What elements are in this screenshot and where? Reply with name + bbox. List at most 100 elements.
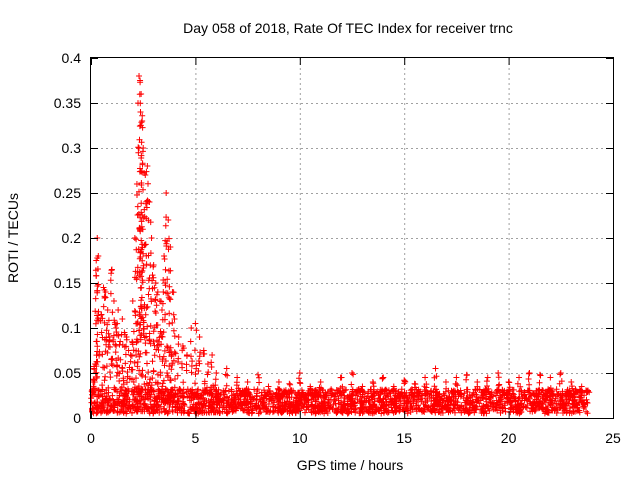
data-point: [165, 217, 172, 223]
data-point: [204, 361, 211, 367]
data-point-cluster: [89, 383, 97, 395]
data-point: [192, 320, 199, 327]
data-point: [495, 370, 502, 376]
data-point: [138, 91, 145, 97]
data-point-cluster: [105, 337, 114, 381]
data-point: [255, 371, 262, 378]
data-point: [133, 181, 140, 187]
data-point-cluster: [359, 387, 366, 396]
data-point: [196, 334, 203, 340]
data-point-cluster: [168, 289, 177, 373]
data-point: [144, 163, 151, 169]
data-point: [154, 289, 161, 295]
data-point: [171, 316, 178, 322]
data-point: [286, 380, 293, 387]
data-point-cluster: [483, 378, 492, 392]
data-point: [432, 365, 439, 372]
data-point: [223, 365, 230, 372]
x-axis-label: GPS time / hours: [297, 457, 404, 473]
data-point: [275, 379, 282, 385]
data-point: [265, 383, 272, 390]
data-point-cluster: [506, 379, 513, 391]
data-point-cluster: [316, 384, 325, 392]
data-point: [557, 370, 564, 376]
chart-title: Day 058 of 2018, Rate Of TEC Index for r…: [183, 20, 513, 36]
data-point-cluster: [584, 389, 593, 396]
y-tick-label: 0.35: [54, 95, 81, 111]
data-point: [547, 374, 554, 381]
x-tick-label: 15: [396, 430, 412, 446]
data-point: [136, 73, 143, 79]
data-point-cluster: [421, 381, 430, 391]
data-point-cluster: [370, 380, 377, 390]
data-point: [296, 370, 303, 376]
data-point-cluster: [212, 376, 220, 395]
data-point-cluster: [348, 371, 357, 393]
data-point-cluster: [442, 385, 450, 395]
data-point: [167, 244, 174, 250]
data-point: [244, 379, 251, 385]
data-point: [140, 145, 147, 151]
data-point: [484, 374, 491, 381]
data-point-cluster: [195, 349, 204, 374]
data-point: [578, 383, 585, 390]
data-point-cluster: [200, 350, 208, 395]
data-point-cluster: [274, 385, 282, 393]
baseline-points: [88, 386, 591, 417]
data-point: [317, 379, 324, 385]
data-point-cluster: [233, 379, 242, 392]
data-point-cluster: [145, 219, 154, 393]
data-point-cluster: [379, 374, 386, 394]
data-point: [142, 172, 149, 178]
y-tick-label: 0.3: [62, 140, 82, 156]
data-point: [131, 235, 138, 241]
data-point: [453, 374, 460, 381]
data-point-cluster: [107, 267, 116, 369]
data-point-cluster: [94, 281, 103, 380]
x-tick-labels: 0 5 10 15 20 25: [87, 430, 621, 446]
y-tick-label: 0: [73, 410, 81, 426]
y-tick-label: 0.05: [54, 365, 81, 381]
data-point-cluster: [170, 327, 179, 391]
data-point: [568, 379, 575, 385]
data-point: [115, 307, 122, 313]
data-point-cluster: [110, 317, 119, 391]
y-tick-label: 0.15: [54, 275, 81, 291]
data-point-cluster: [90, 376, 98, 392]
data-point-cluster: [183, 353, 192, 395]
x-tick-label: 5: [192, 430, 200, 446]
data-point-cluster: [254, 374, 263, 393]
data-point-cluster: [130, 236, 140, 391]
data-point: [119, 316, 126, 322]
y-tick-label: 0.25: [54, 185, 81, 201]
data-point: [213, 370, 220, 376]
data-point-cluster: [568, 383, 576, 392]
data-point: [152, 280, 159, 286]
data-point: [110, 298, 117, 304]
data-point: [161, 253, 168, 259]
data-point: [117, 338, 124, 345]
data-points-layer: [88, 73, 593, 417]
data-point-cluster: [495, 374, 503, 389]
data-point-cluster: [203, 369, 212, 394]
data-point: [536, 371, 543, 378]
data-point-cluster: [286, 381, 294, 396]
data-point-cluster: [556, 371, 565, 387]
data-point: [516, 374, 523, 381]
data-point-cluster: [174, 341, 183, 392]
data-point: [526, 370, 533, 376]
data-point-cluster: [296, 375, 304, 387]
data-point-cluster: [122, 336, 131, 386]
data-point-cluster: [514, 380, 524, 395]
y-tick-label: 0.1: [62, 320, 82, 336]
data-point-cluster: [159, 256, 169, 387]
data-point-cluster: [208, 359, 217, 391]
data-point-cluster: [187, 338, 196, 394]
data-point-cluster: [536, 372, 544, 393]
data-point-cluster: [139, 160, 148, 374]
data-point-cluster: [452, 380, 461, 389]
data-point-cluster: [101, 294, 110, 380]
y-tick-label: 0.2: [62, 230, 82, 246]
data-point-cluster: [112, 329, 120, 379]
data-point: [442, 379, 449, 385]
